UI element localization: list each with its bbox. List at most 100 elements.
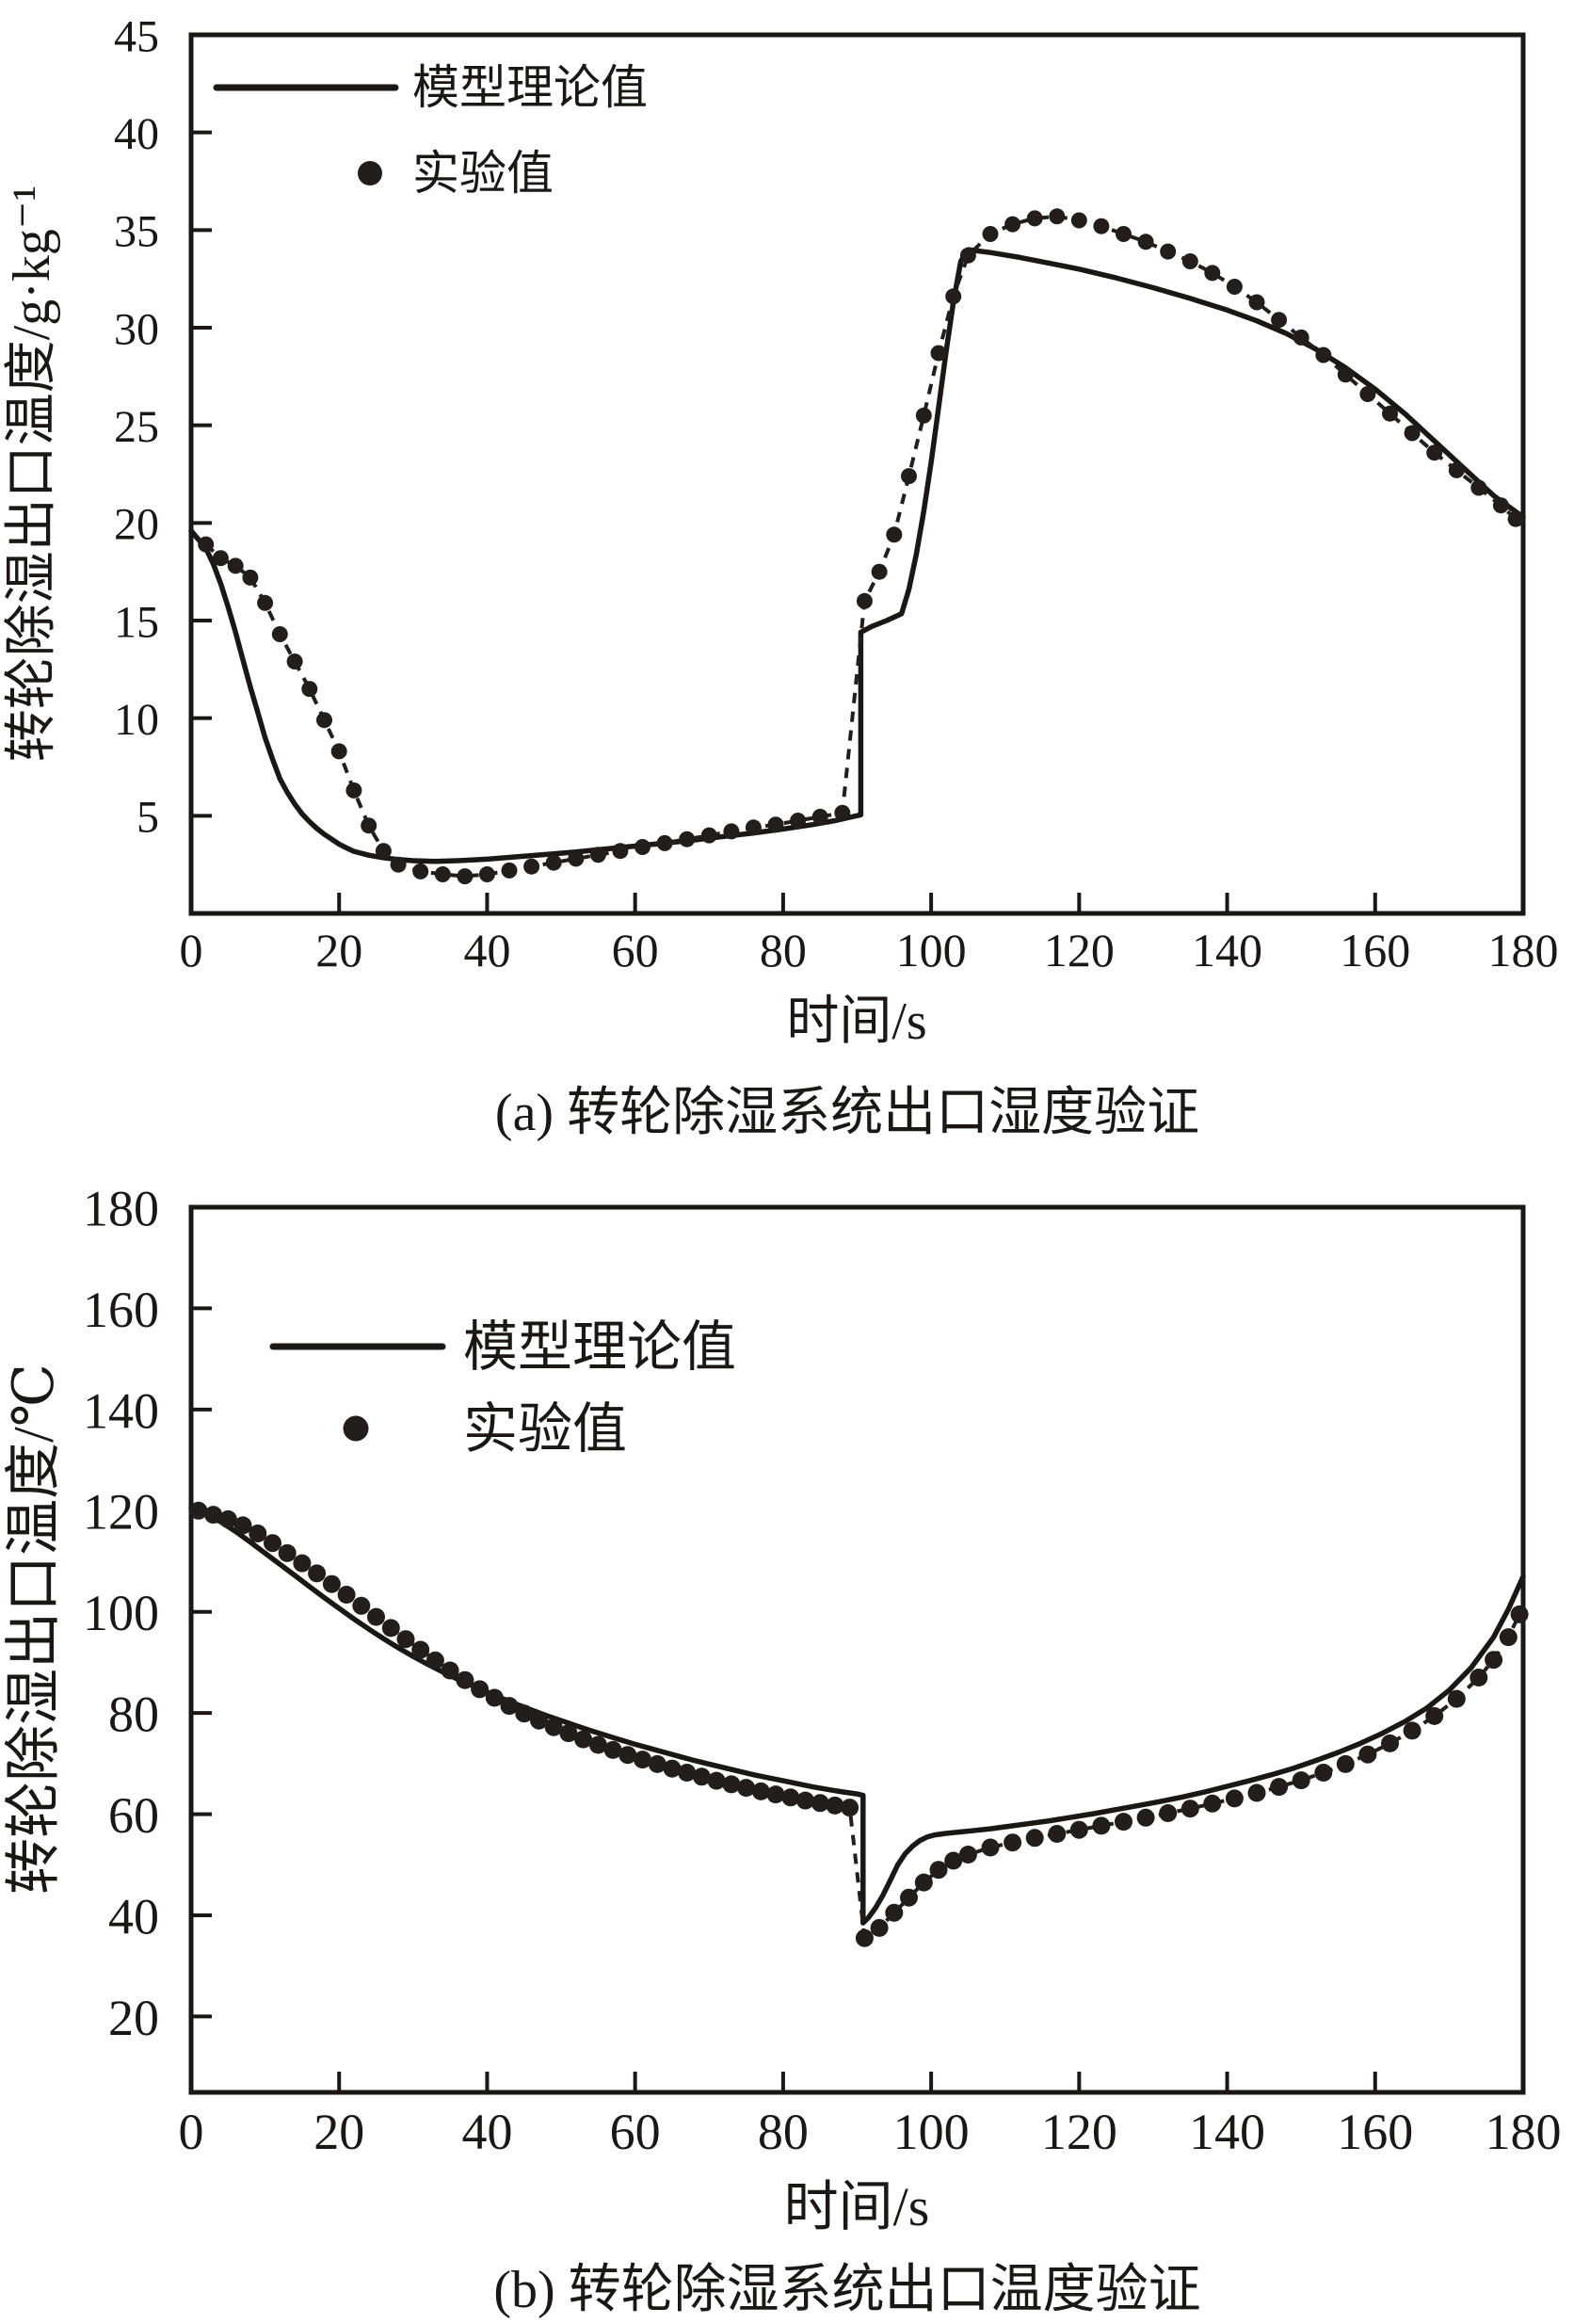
series-experiment-dot [678,1764,697,1782]
series-experiment-dot [1292,1771,1310,1790]
chart-a-block: 5 10 15 20 25 30 35 40 45 0 20 40 60 80 100 120 140 160 18… [3,11,1559,1142]
series-experiment-dot [945,288,962,305]
y-tick-label: 5 [137,793,159,843]
series-experiment-dot [722,1775,741,1794]
series-experiment-dot [958,1846,977,1864]
x-tick-label: 20 [315,924,362,976]
chart-b-y-axis-title: 转轮除湿出口温度/℃ [3,1364,65,1895]
series-experiment-dot [981,1838,1000,1857]
series-experiment-dot [930,345,947,362]
series-experiment-dot [1507,510,1524,527]
x-tick-label: 80 [760,924,807,976]
chart-a-legend: 模型理论值 实验值 [213,61,648,200]
plot-frame [188,1204,1526,2095]
series-experiment-dot [1426,444,1443,461]
chart-a-plot-area: 5 10 15 20 25 30 35 40 45 0 20 40 60 80 100 120 140 160 18… [114,11,1559,976]
x-tick-label: 140 [1192,924,1262,976]
series-experiment-dot [264,1534,281,1553]
series-experiment-dot [1069,1820,1088,1839]
y-tick-label: 25 [114,402,159,452]
y-tick-label: 45 [114,11,159,61]
series-experiment-dot [361,817,377,834]
series-experiment-dot [634,1751,651,1769]
series-experiment-dot [411,1640,430,1659]
series-experiment-dot [1485,1651,1503,1670]
series-experiment-dot [700,827,717,844]
series-experiment-dot [381,1619,400,1638]
y-tick-label: 20 [114,500,159,550]
series-experiment-dot [1004,216,1021,233]
y-tick-label: 60 [108,1787,159,1844]
legend-dot-sample-icon [343,1415,369,1442]
x-tick-label: 100 [896,924,967,976]
legend-experiment-label: 实验值 [463,1398,627,1460]
chart-b-block: 20 40 60 80 100 120 140 160 180 0 20 40 60 80 100 120 14… [0,1172,1574,2324]
x-tick-label: 120 [1041,2104,1117,2160]
series-experiment-dot [1137,234,1154,250]
series-experiment-dot [1447,1689,1466,1708]
series-experiment-dot [456,1670,474,1689]
series-experiment-dot [634,839,650,855]
series-experiment-dot [1048,1825,1067,1843]
series-experiment-dot [589,847,606,863]
series-experiment-dot [679,831,696,847]
x-tick-label: 80 [758,2104,809,2160]
series-experiment-dot [345,782,362,799]
series-experiment-dot [523,858,540,875]
x-tick-label: 60 [612,924,659,976]
series-experiment-dot [1004,1833,1022,1852]
series-experiment-dot [855,1929,874,1947]
series-experiment-dot [982,226,999,242]
x-tick-label: 40 [461,2104,512,2160]
x-tick-label: 100 [893,2104,970,2160]
x-tick-label: 0 [180,924,203,976]
series-experiment-dot [745,819,762,836]
series-experiment-dot [856,592,873,609]
series-experiment-dot [257,594,274,611]
x-tick-label: 60 [610,2104,661,2160]
series-experiment-dot [612,843,629,860]
series-experiment-dot [396,1630,415,1649]
series-experiment-dot [352,1596,371,1615]
series-experiment-dot [278,1543,297,1562]
series-experiment-dot [663,1759,682,1778]
y-tick-label: 80 [108,1687,159,1743]
series-experiment-dot [1315,347,1332,363]
series-experiment-dot [1314,1764,1333,1782]
series-experiment-dot [308,1564,327,1583]
series-experiment-dot [1247,1783,1266,1802]
series-experiment-dot [1070,212,1087,229]
y-tick-label: 40 [108,1888,159,1945]
series-model-line [188,1505,1526,1926]
series-experiment-dot [1336,1754,1355,1773]
series-experiment-dot [412,863,429,880]
series-experiment-dot [1448,461,1465,478]
series-experiment-dot [886,526,903,543]
y-tick-label: 160 [83,1282,159,1338]
x-tick-label: 180 [1486,2104,1562,2160]
series-experiment-dot [826,1796,844,1815]
legend-model-label: 模型理论值 [412,61,648,114]
x-tick-label: 140 [1189,2104,1265,2160]
series-experiment-dot [212,550,229,567]
series-experiment-dot [603,1740,622,1759]
x-tick-label: 160 [1337,2104,1413,2160]
series-experiment-dot [1049,208,1066,225]
series-experiment-dot [1403,1721,1421,1740]
series-experiment-dot [1116,226,1132,242]
series-experiment-dot [692,1767,711,1786]
series-experiment-dot [1358,1745,1377,1764]
series-experiment-dot [1271,312,1288,329]
series-experiment-dot [1293,329,1309,346]
series-experiment-dot [707,1771,726,1790]
chart-b-canvas: 20 40 60 80 100 120 140 160 180 0 20 40 60 80 100 120 14… [3,1180,1562,2319]
y-tick-label: 100 [83,1585,159,1641]
series-experiment-dot [574,1730,593,1749]
series-experiment-dot [1359,386,1376,402]
series-experiment-dot [751,1782,770,1800]
series-experiment-dot [426,1651,444,1670]
series-experiment-dot [1381,1734,1399,1752]
legend-experiment-label: 实验值 [412,147,554,200]
series-experiment-dot [1226,279,1243,295]
series-experiment-dot [811,1794,829,1813]
